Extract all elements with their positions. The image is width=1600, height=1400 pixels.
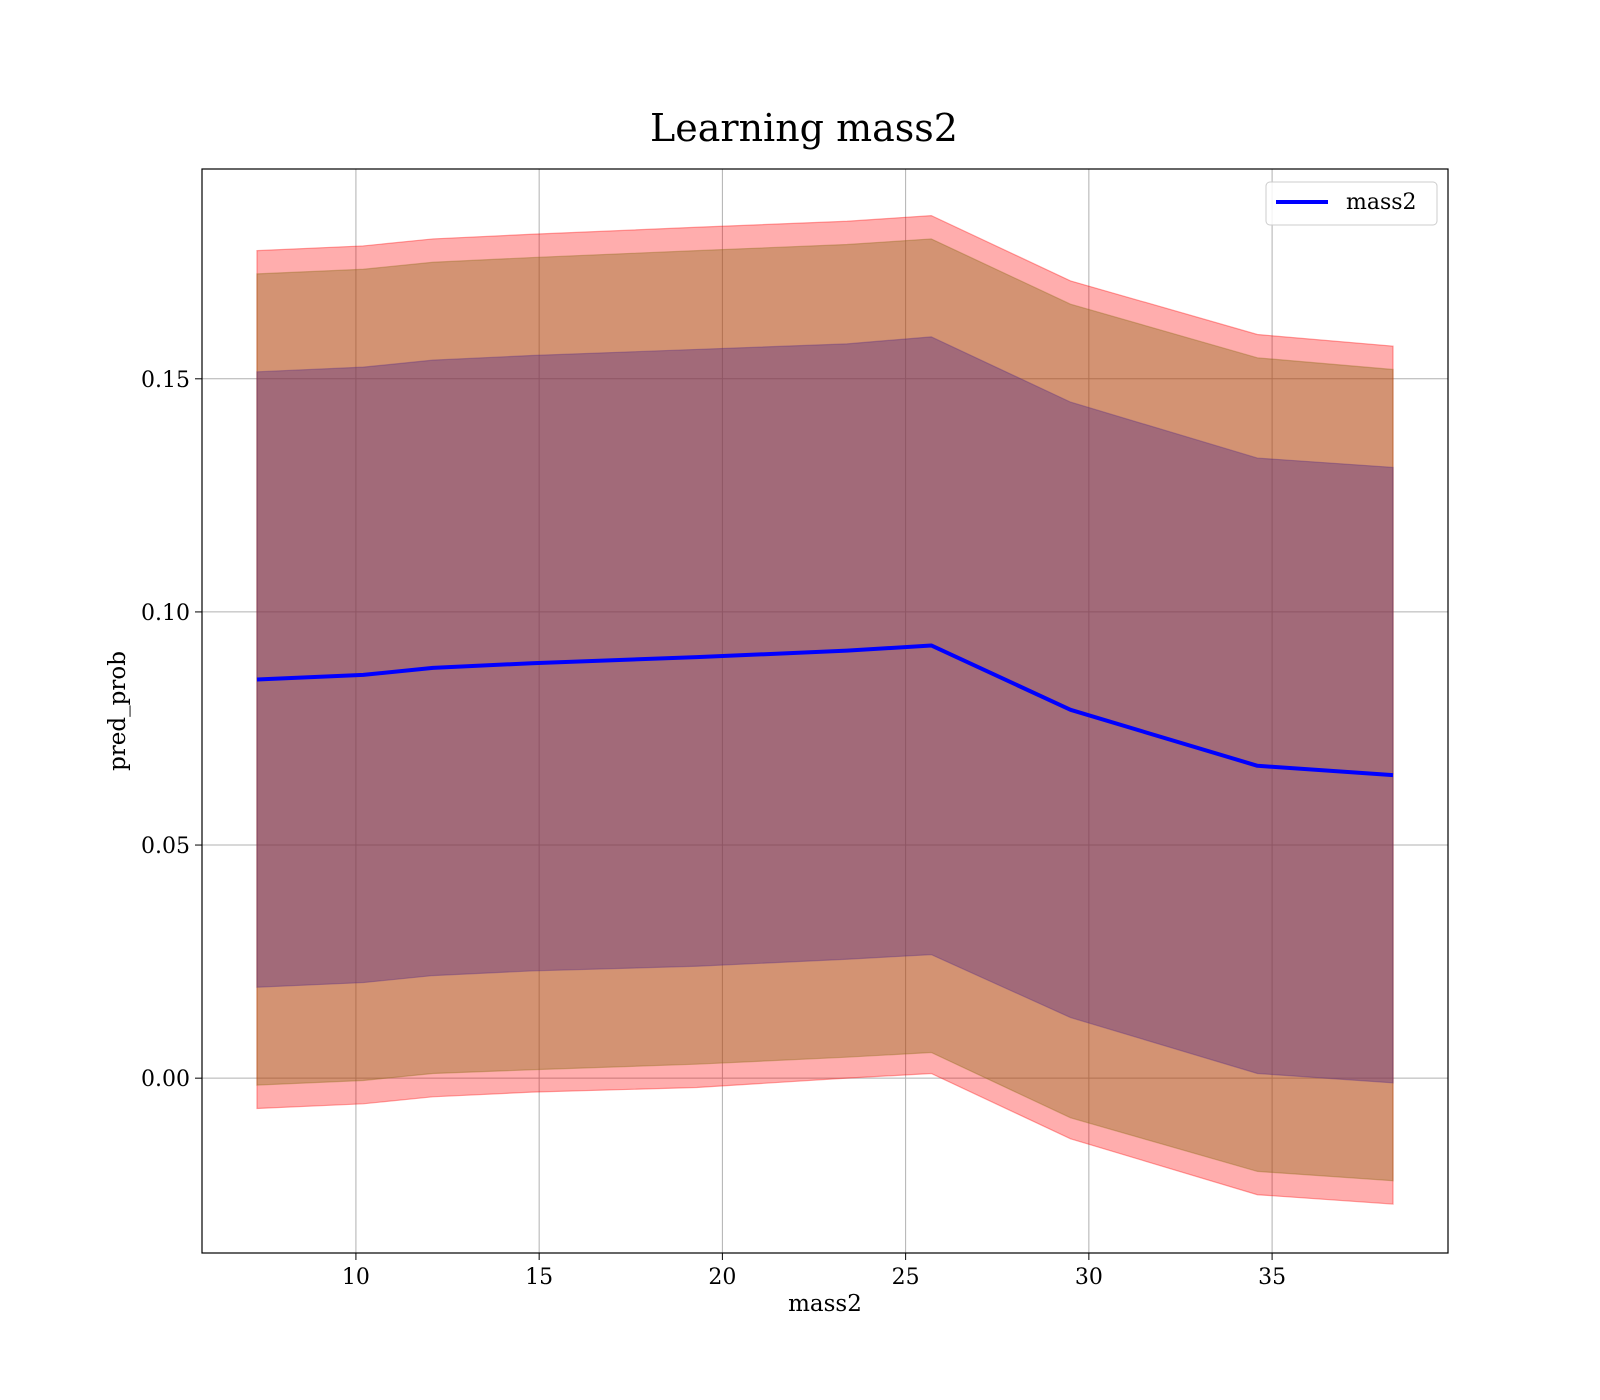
plot-frame bbox=[201, 168, 1449, 1254]
x-axis-label: mass2 bbox=[788, 1291, 862, 1317]
legend: mass2 bbox=[1265, 181, 1438, 226]
x-axis-ticks: 10 15 20 25 30 35 bbox=[342, 1253, 1286, 1290]
x-tick-label: 35 bbox=[1258, 1265, 1286, 1290]
plot-background bbox=[202, 169, 1448, 1253]
grid bbox=[202, 169, 1448, 1253]
plot-area bbox=[201, 168, 1449, 1254]
series-line-mass2 bbox=[256, 643, 1394, 778]
x-tick-label: 20 bbox=[708, 1265, 736, 1290]
series-lines bbox=[256, 643, 1394, 778]
y-tick-label: 0.05 bbox=[141, 834, 190, 859]
legend-box bbox=[1265, 181, 1438, 226]
x-tick-label: 10 bbox=[342, 1265, 370, 1290]
confidence-band-2 bbox=[256, 238, 1394, 1182]
confidence-band-3 bbox=[256, 336, 1394, 1084]
y-tick-label: 0.10 bbox=[141, 601, 190, 626]
y-axis-label: pred_prob bbox=[105, 651, 131, 771]
legend-label-mass2: mass2 bbox=[1346, 190, 1417, 215]
y-tick-label: 0.15 bbox=[141, 368, 190, 393]
x-tick-label: 30 bbox=[1075, 1265, 1103, 1290]
y-tick-label: 0.00 bbox=[141, 1067, 190, 1092]
y-axis-ticks: 0.00 0.05 0.10 0.15 bbox=[141, 368, 202, 1092]
confidence-band-1 bbox=[256, 215, 1394, 1205]
chart-title: Learning mass2 bbox=[650, 106, 958, 150]
x-tick-label: 25 bbox=[892, 1265, 920, 1290]
x-tick-label: 15 bbox=[525, 1265, 553, 1290]
confidence-bands bbox=[256, 215, 1394, 1205]
